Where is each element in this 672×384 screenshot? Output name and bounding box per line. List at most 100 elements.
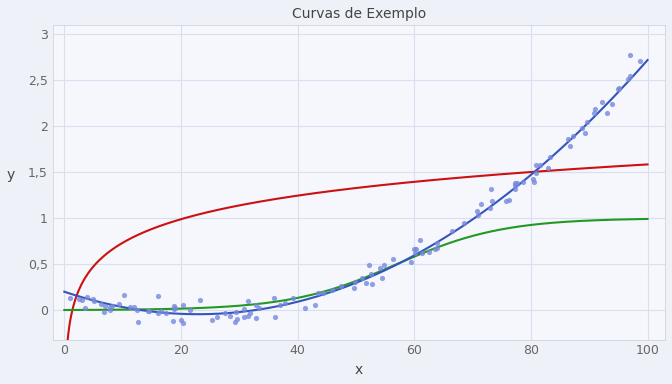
Point	[206, 317, 217, 323]
Point	[74, 295, 85, 301]
Point	[142, 308, 153, 314]
Point	[568, 133, 579, 139]
Point	[88, 296, 99, 302]
Point	[251, 302, 261, 308]
Point	[312, 290, 323, 296]
Point	[105, 304, 116, 310]
Point	[336, 283, 347, 289]
Point	[589, 111, 599, 117]
Point	[219, 310, 230, 316]
Point	[349, 279, 360, 285]
Point	[65, 295, 76, 301]
Point	[170, 305, 181, 311]
Point	[99, 303, 110, 309]
Point	[417, 250, 427, 256]
Point	[487, 199, 497, 205]
Point	[476, 201, 487, 207]
Point	[379, 262, 390, 268]
Point	[327, 287, 337, 293]
Point	[124, 304, 135, 310]
Point	[177, 320, 188, 326]
Point	[562, 136, 573, 142]
Point	[153, 310, 163, 316]
Point	[77, 297, 87, 303]
Point	[254, 305, 265, 311]
Point	[270, 314, 281, 320]
Point	[131, 307, 142, 313]
Point	[129, 305, 140, 311]
Point	[365, 271, 376, 277]
Point	[485, 205, 496, 212]
Point	[528, 179, 539, 185]
Point	[589, 106, 600, 112]
Point	[503, 197, 514, 203]
Point	[377, 275, 388, 281]
Point	[535, 162, 546, 169]
Point	[531, 162, 542, 168]
Point	[230, 309, 241, 315]
Point	[274, 301, 285, 308]
Point	[310, 302, 321, 308]
Point	[89, 298, 99, 304]
Point	[501, 198, 511, 204]
Point	[473, 212, 484, 218]
Point	[230, 319, 241, 326]
Point	[625, 73, 636, 79]
Point	[348, 285, 359, 291]
Point	[231, 316, 242, 322]
Point	[105, 307, 116, 313]
Point	[300, 305, 310, 311]
Point	[601, 110, 612, 116]
Point	[82, 294, 93, 300]
Point	[612, 86, 623, 92]
Point	[175, 317, 186, 323]
Y-axis label: y: y	[7, 168, 15, 182]
Point	[168, 303, 179, 309]
Point	[485, 186, 496, 192]
Point	[429, 247, 440, 253]
Point	[106, 303, 117, 309]
Point	[364, 262, 374, 268]
Point	[406, 259, 417, 265]
Point	[239, 305, 249, 311]
Point	[185, 307, 196, 313]
Point	[243, 313, 253, 319]
Point	[531, 170, 542, 176]
Point	[95, 301, 106, 307]
Point	[225, 313, 236, 319]
Point	[543, 165, 554, 171]
Point	[279, 300, 290, 306]
Point	[243, 298, 253, 304]
Point	[360, 280, 371, 286]
Point	[132, 319, 143, 325]
Point	[459, 220, 470, 226]
Point	[423, 249, 434, 255]
Point	[357, 275, 368, 281]
Point	[366, 281, 377, 287]
Point	[161, 310, 171, 316]
Point	[167, 318, 178, 324]
Point	[169, 306, 180, 312]
Point	[446, 228, 457, 234]
Point	[581, 119, 592, 125]
Point	[244, 310, 255, 316]
Point	[431, 245, 442, 251]
Point	[113, 301, 124, 307]
Point	[577, 125, 587, 131]
Point	[597, 99, 607, 105]
Point	[388, 256, 398, 262]
Point	[269, 295, 280, 301]
Point	[288, 295, 298, 301]
Point	[155, 308, 166, 314]
Point	[144, 308, 155, 314]
Point	[212, 314, 222, 321]
Point	[509, 182, 520, 188]
Point	[432, 240, 443, 246]
Point	[375, 265, 386, 271]
Point	[99, 309, 110, 315]
X-axis label: x: x	[355, 363, 363, 377]
Point	[607, 101, 618, 107]
Point	[511, 180, 522, 186]
Point	[564, 143, 575, 149]
Point	[195, 297, 206, 303]
